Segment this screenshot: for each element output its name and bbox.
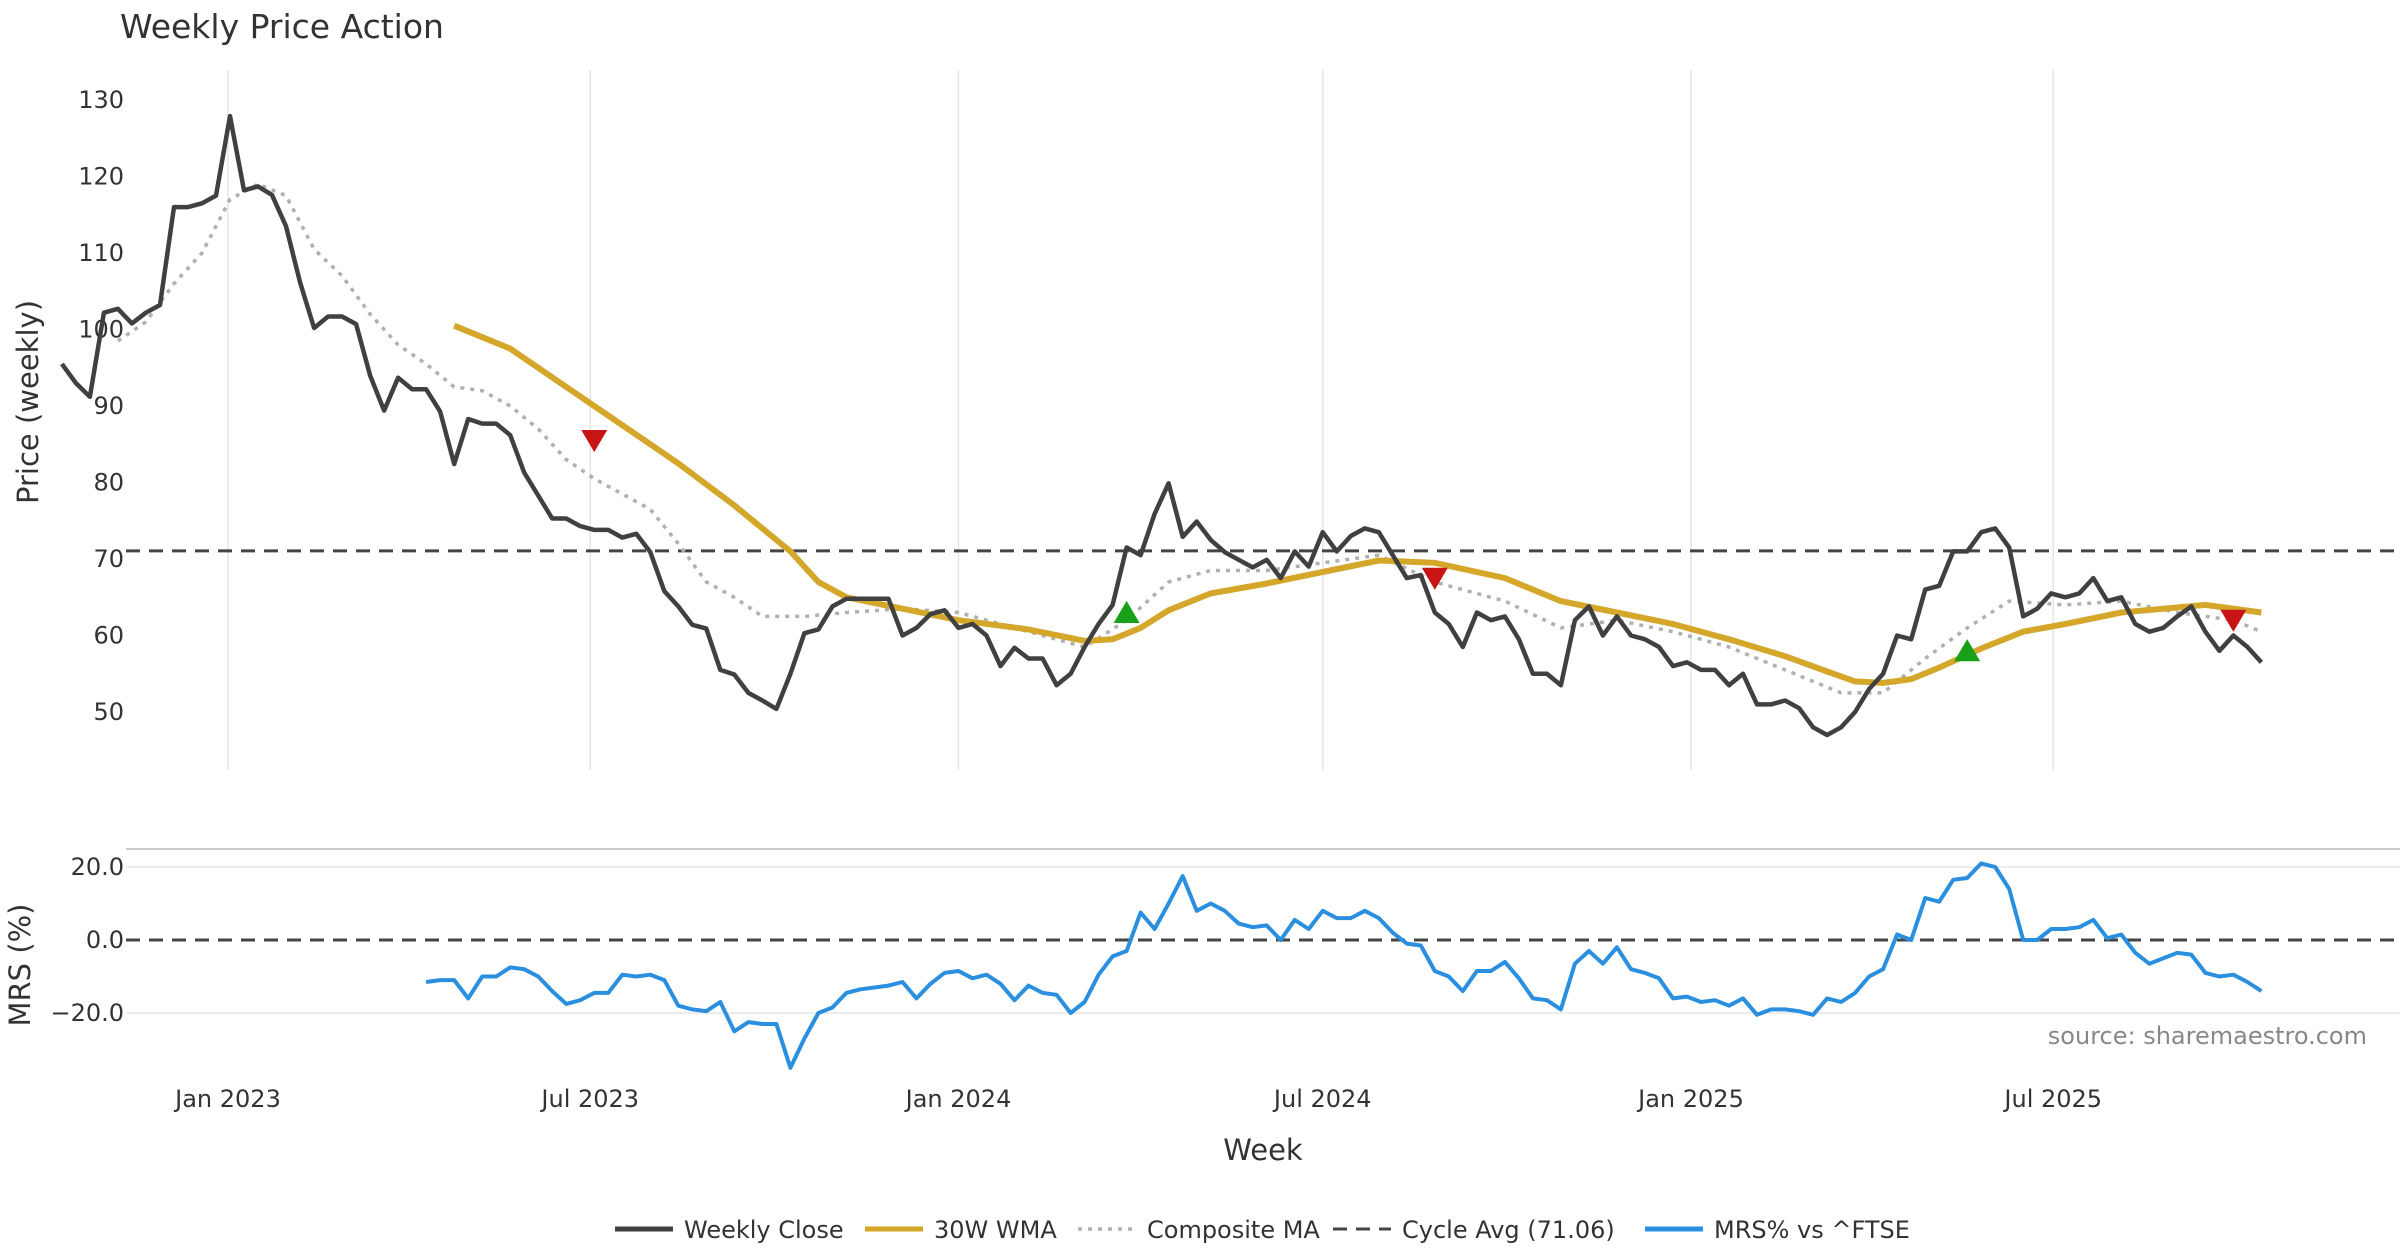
- wma-30w-line: [453, 322, 2262, 686]
- legend: Weekly Close 30W WMA Composite MA Cycle Avg…: [615, 1216, 1910, 1244]
- buy-signal-marker: [1954, 639, 1981, 662]
- legend-label: Cycle Avg (71.06): [1402, 1216, 1615, 1244]
- legend-label: Weekly Close: [684, 1216, 844, 1244]
- price-y-tick-label: 110: [78, 239, 124, 267]
- price-y-tick-label: 120: [78, 163, 124, 191]
- x-tick-label: Jul 2023: [539, 1085, 639, 1113]
- legend-label: Composite MA: [1147, 1216, 1320, 1244]
- price-y-label: Price (weekly): [11, 300, 45, 504]
- signal-markers: [581, 430, 2247, 662]
- price-y-tick-label: 80: [93, 469, 124, 497]
- price-y-tick-label: 50: [93, 698, 124, 726]
- x-tick-label: Jan 2023: [173, 1085, 281, 1113]
- price-y-tick-label: 90: [93, 392, 124, 420]
- chart-title: Weekly Price Action: [120, 7, 444, 46]
- mrs-y-label: MRS (%): [3, 904, 37, 1027]
- mrs-grid: [126, 866, 2400, 1014]
- mrs-y-tick-label: 20.0: [71, 853, 124, 881]
- mrs-y-tick-label: 0.0: [86, 926, 124, 954]
- mrs-line: [425, 861, 2263, 1070]
- price-y-tick-label: 60: [93, 622, 124, 650]
- x-tick-label: Jan 2024: [904, 1085, 1012, 1113]
- legend-label: MRS% vs ^FTSE: [1714, 1216, 1910, 1244]
- x-tick-label: Jan 2025: [1636, 1085, 1744, 1113]
- buy-signal-marker: [1113, 600, 1140, 623]
- composite-ma-line: [116, 182, 2263, 695]
- mrs-y-ticks: 20.0 0.0 −20.0: [50, 853, 124, 1027]
- weekly-close-line: [60, 113, 2264, 738]
- sell-signal-marker: [581, 430, 608, 453]
- x-axis-label: Week: [1223, 1133, 1303, 1167]
- mrs-y-tick-label: −20.0: [50, 999, 124, 1027]
- price-y-tick-label: 70: [93, 545, 124, 573]
- legend-label: 30W WMA: [934, 1216, 1057, 1244]
- x-tick-label: Jul 2024: [1272, 1085, 1372, 1113]
- sell-signal-marker: [1421, 567, 1448, 590]
- price-y-tick-label: 130: [78, 86, 124, 114]
- sell-signal-marker: [2220, 609, 2247, 632]
- x-tick-label: Jul 2025: [2002, 1085, 2102, 1113]
- source-note: source: sharemaestro.com: [2048, 1022, 2367, 1050]
- price-grid: [227, 70, 2054, 770]
- x-axis-ticks: Jan 2023 Jul 2023 Jan 2024 Jul 2024 Jan 2025…: [173, 1085, 2102, 1113]
